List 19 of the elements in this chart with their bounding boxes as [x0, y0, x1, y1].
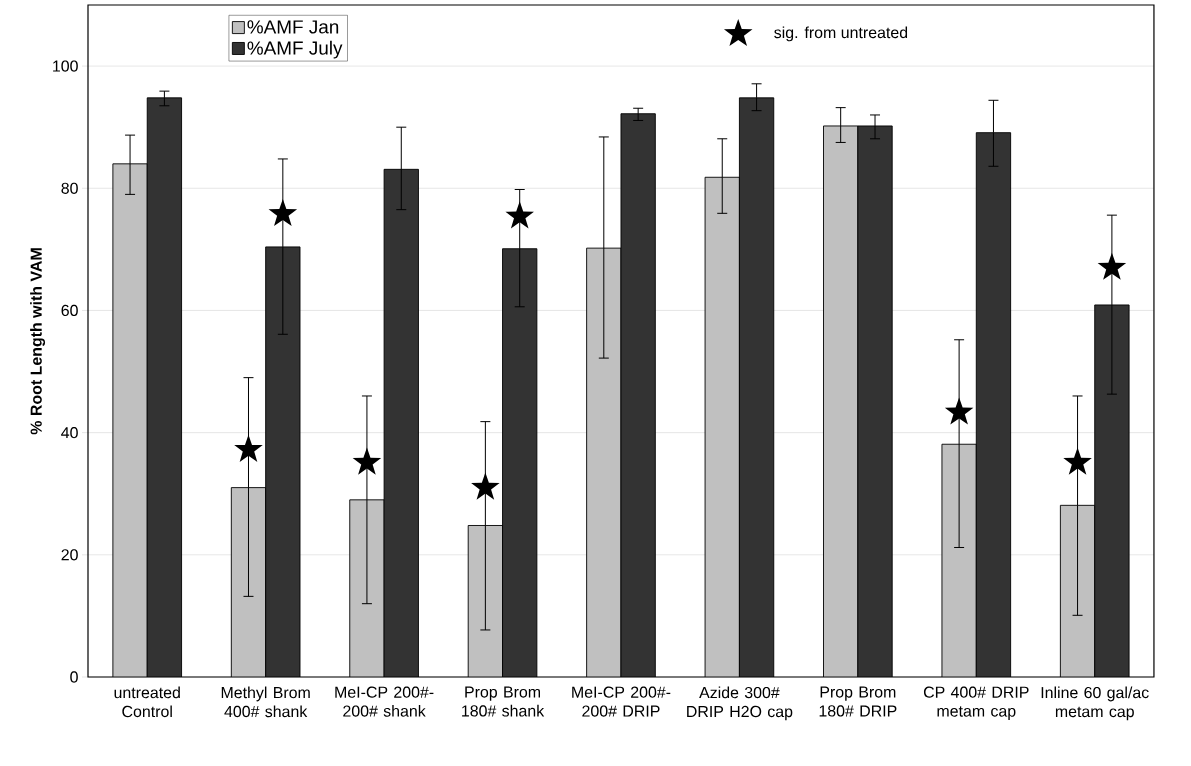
legend-label: %AMF Jan [247, 20, 339, 34]
x-tick-label: Prop Brom 180# DRIP [819, 686, 897, 717]
legend-label: %AMF July [247, 40, 343, 59]
x-tick-label: MeI-CP 200#-200# DRIP [572, 686, 671, 717]
x-tick-label: Azide 300# DRIP H2O cap [687, 686, 793, 721]
x-tick-label: Inline 60 gal/ac metam cap [1041, 686, 1149, 721]
x-tick-label: untreated Control [114, 686, 180, 718]
x-tick-label: MeI-CP 200#-200# shank [335, 686, 434, 717]
y-tick-label: 40 [61, 426, 78, 439]
y-tick-label: 0 [70, 671, 78, 683]
y-tick-label: 80 [61, 182, 78, 194]
x-tick-label: Methyl Brom 400# shank [221, 686, 310, 718]
legend-label: sig. from untreated [774, 26, 908, 42]
x-tick-label: Prop Brom 180# shank [462, 686, 545, 717]
y-tick-label: 60 [61, 304, 78, 317]
y-tick-label: 20 [61, 549, 78, 561]
x-tick-label: CP 400# DRIP metam cap [923, 686, 1029, 720]
y-tick-label: 100 [53, 60, 78, 72]
y-axis-title: % Root Length with VAM [30, 248, 46, 435]
